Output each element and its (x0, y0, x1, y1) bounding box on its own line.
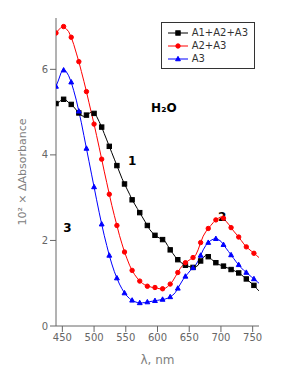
svg-text:3: 3 (63, 221, 71, 235)
svg-text:550: 550 (116, 332, 135, 343)
svg-text:650: 650 (180, 332, 199, 343)
svg-text:600: 600 (148, 332, 167, 343)
svg-text:450: 450 (53, 332, 72, 343)
svg-text:6: 6 (42, 64, 48, 75)
svg-text:λ, nm: λ, nm (140, 353, 174, 367)
svg-text:500: 500 (85, 332, 104, 343)
svg-text:1: 1 (128, 154, 136, 168)
svg-text:2: 2 (42, 235, 48, 246)
svg-text:0: 0 (42, 321, 48, 332)
svg-text:2: 2 (218, 210, 226, 224)
svg-text:750: 750 (243, 332, 262, 343)
html-text:A3: A3 (191, 53, 205, 64)
html-text:A2+A3: A2+A3 (191, 40, 227, 51)
svg-text:10² × ΔAbsorbance: 10² × ΔAbsorbance (16, 118, 29, 225)
html-text:A1+A2+A3: A1+A2+A3 (191, 27, 248, 38)
svg-text:700: 700 (211, 332, 230, 343)
svg-text:H₂O: H₂O (151, 101, 177, 115)
svg-text:4: 4 (42, 149, 48, 160)
